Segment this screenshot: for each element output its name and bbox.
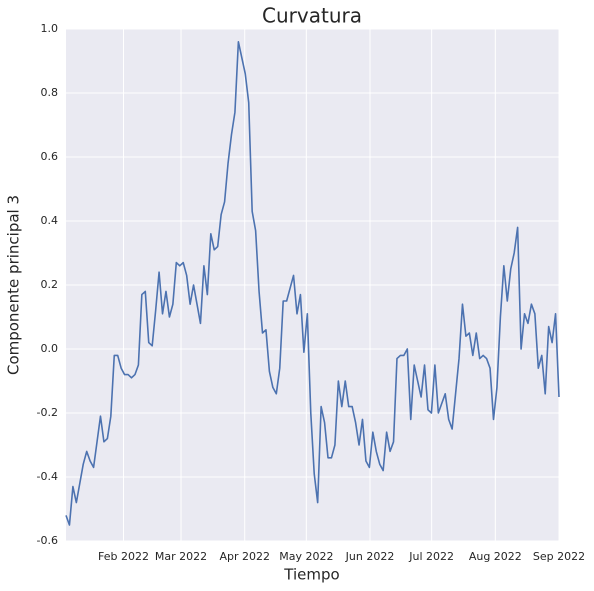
y-tick-label: -0.4 — [37, 470, 58, 483]
y-tick-label: -0.2 — [37, 406, 58, 419]
y-axis-label: Componente principal 3 — [5, 195, 23, 375]
x-tick-label: Jun 2022 — [345, 550, 395, 563]
y-tick-label: -0.6 — [37, 534, 58, 547]
y-tick-label: 0.6 — [41, 150, 59, 163]
x-tick-label: May 2022 — [279, 550, 333, 563]
x-tick-label: Feb 2022 — [98, 550, 149, 563]
y-tick-label: 1.0 — [41, 22, 59, 35]
x-tick-label: Jul 2022 — [408, 550, 454, 563]
x-tick-label: Sep 2022 — [533, 550, 585, 563]
x-tick-label: Apr 2022 — [219, 550, 270, 563]
y-tick-label: 0.2 — [41, 278, 59, 291]
x-axis-label: Tiempo — [283, 566, 339, 584]
y-tick-label: 0.4 — [41, 214, 59, 227]
x-tick-label: Aug 2022 — [469, 550, 522, 563]
line — [65, 41, 560, 526]
y-tick-label: 0.8 — [41, 86, 59, 99]
chart-title: Curvatura — [262, 4, 362, 28]
y-tick-label: 0.0 — [41, 342, 59, 355]
x-tick-label: Mar 2022 — [155, 550, 207, 563]
